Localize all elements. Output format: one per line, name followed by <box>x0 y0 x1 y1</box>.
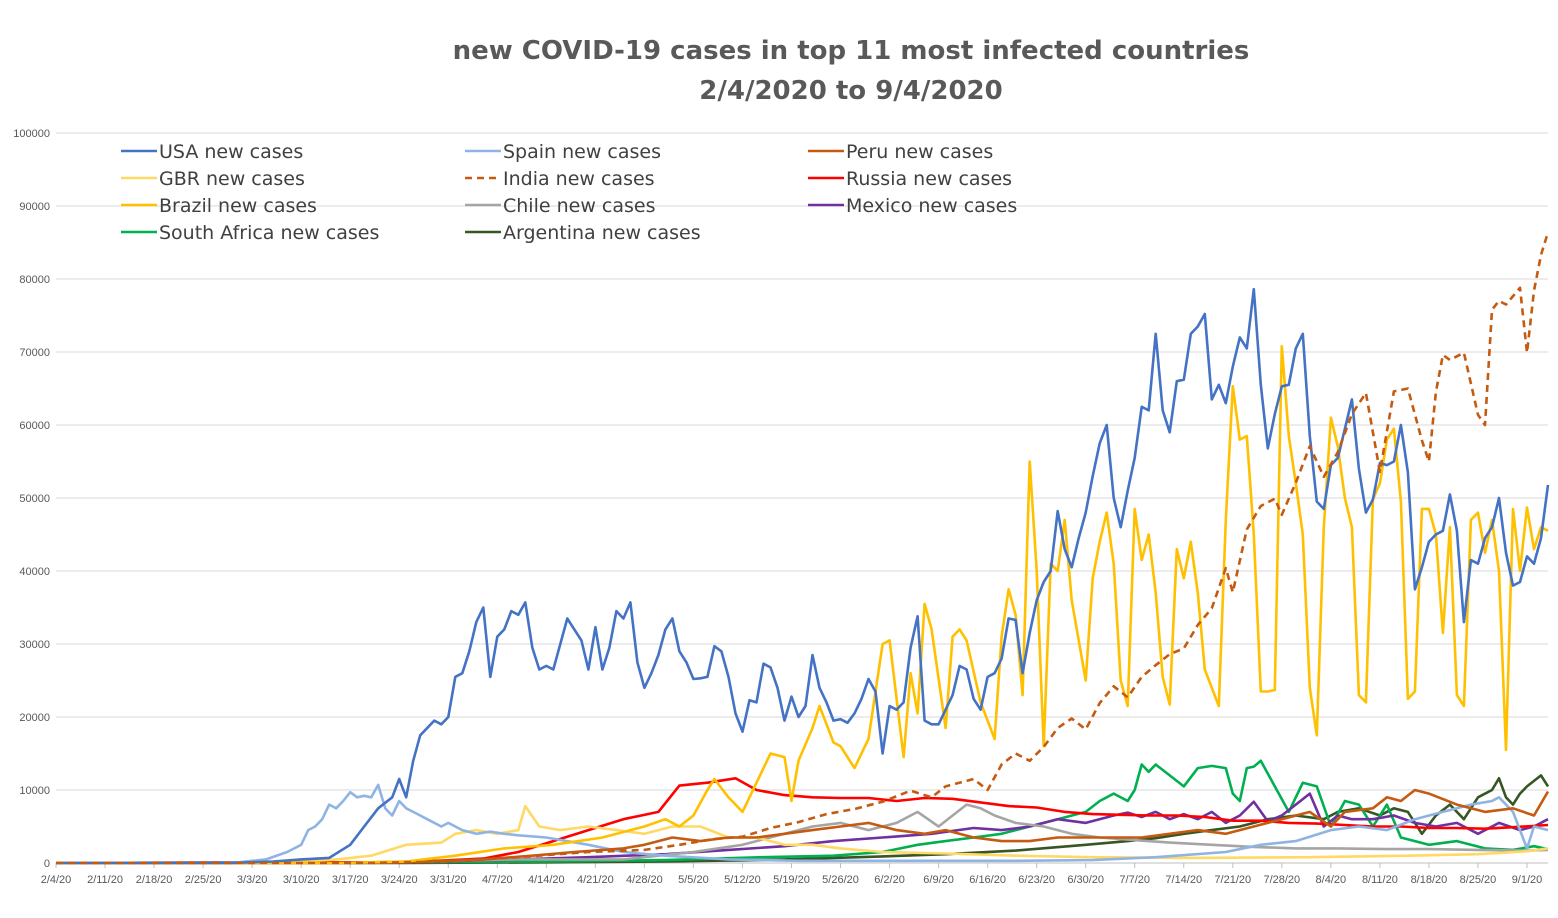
legend-label: Brazil new cases <box>159 195 317 217</box>
series-line <box>56 788 1550 865</box>
y-tick-label: 60000 <box>19 420 50 432</box>
x-tick-label: 6/16/20 <box>969 874 1006 886</box>
y-tick-label: 10000 <box>19 785 50 797</box>
x-tick-label: 3/24/20 <box>381 874 418 886</box>
series-line <box>55 792 1549 865</box>
legend-label: Mexico new cases <box>846 195 1017 217</box>
x-tick-label: 3/17/20 <box>332 874 369 886</box>
chart-title: new COVID-19 cases in top 11 most infect… <box>453 36 1250 66</box>
x-tick-label: 2/25/20 <box>185 874 222 886</box>
legend-label: Russia new cases <box>846 168 1012 190</box>
x-tick-label: 8/25/20 <box>1460 874 1497 886</box>
series-line <box>56 783 1549 865</box>
legend-label: Peru new cases <box>846 141 993 163</box>
x-tick-label: 2/11/20 <box>87 874 123 886</box>
x-tick-label: 7/14/20 <box>1165 874 1202 886</box>
x-tick-label: 4/7/20 <box>482 874 513 886</box>
x-tick-label: 6/30/20 <box>1067 874 1104 886</box>
y-tick-label: 0 <box>44 858 50 870</box>
legend-label: Spain new cases <box>503 141 661 163</box>
x-tick-label: 4/21/20 <box>577 874 614 886</box>
y-tick-label: 50000 <box>19 493 50 505</box>
x-tick-label: 2/4/20 <box>41 874 72 886</box>
series-line <box>56 803 1549 865</box>
legend: USA new cases Spain new cases Peru new cas… <box>121 141 1017 244</box>
x-tick-label: 6/9/20 <box>923 874 954 886</box>
x-tick-label: 6/23/20 <box>1018 874 1055 886</box>
x-tick-label: 8/18/20 <box>1411 874 1448 886</box>
legend-label: South Africa new cases <box>159 222 379 244</box>
legend-label: Argentina new cases <box>503 222 701 244</box>
y-tick-label: 90000 <box>19 201 50 213</box>
series-lines <box>55 231 1550 865</box>
y-tick-label: 40000 <box>19 566 50 578</box>
x-tick-label: 7/21/20 <box>1214 874 1251 886</box>
x-tick-label: 5/5/20 <box>678 874 709 886</box>
legend-label: GBR new cases <box>159 168 305 190</box>
legend-label: Chile new cases <box>503 195 655 217</box>
y-axis: 0 10000 20000 30000 40000 50000 60000 70000 8000… <box>13 128 50 870</box>
y-tick-label: 70000 <box>19 347 50 359</box>
x-tick-label: 3/3/20 <box>237 874 268 886</box>
series-line <box>56 774 1550 865</box>
x-tick-label: 6/2/20 <box>874 874 905 886</box>
chart-subtitle: 2/4/2020 to 9/4/2020 <box>699 76 1002 106</box>
x-tick-label: 3/10/20 <box>283 874 320 886</box>
y-tick-label: 100000 <box>13 128 50 140</box>
x-tick-label: 4/14/20 <box>528 874 565 886</box>
x-tick-label: 8/4/20 <box>1316 874 1347 886</box>
series-line <box>56 344 1549 865</box>
x-tick-label: 5/12/20 <box>724 874 761 886</box>
x-tick-label: 7/7/20 <box>1119 874 1150 886</box>
y-tick-label: 20000 <box>19 712 50 724</box>
x-tick-label: 7/28/20 <box>1263 874 1300 886</box>
x-tick-label: 8/11/20 <box>1362 874 1398 886</box>
legend-label: USA new cases <box>159 141 303 163</box>
x-tick-label: 9/1/20 <box>1512 874 1543 886</box>
legend-label: India new cases <box>503 168 655 190</box>
x-tick-label: 5/26/20 <box>822 874 859 886</box>
x-tick-label: 4/28/20 <box>626 874 663 886</box>
x-tick-label: 2/18/20 <box>136 874 173 886</box>
x-tick-label: 3/31/20 <box>430 874 467 886</box>
y-tick-label: 30000 <box>19 639 50 651</box>
x-tick-label: 5/19/20 <box>773 874 810 886</box>
y-tick-label: 80000 <box>19 274 50 286</box>
x-axis: 2/4/20 2/11/20 2/18/20 2/25/20 3/3/20 3/10/20… <box>41 863 1543 886</box>
series-line <box>56 231 1550 865</box>
series-line <box>55 287 1550 865</box>
